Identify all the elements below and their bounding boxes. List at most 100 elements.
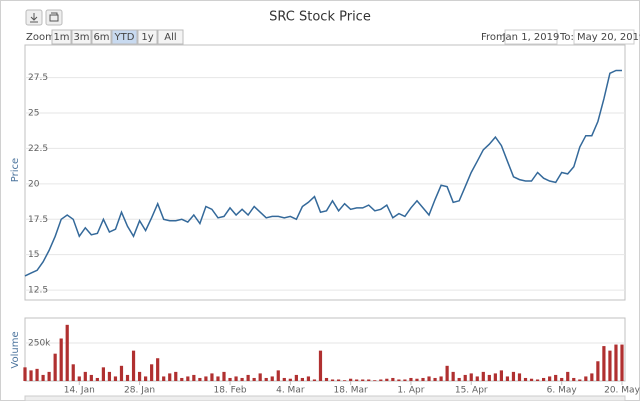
volume-bar [156, 358, 160, 381]
zoom-button[interactable] [137, 29, 158, 45]
volume-bar [596, 361, 600, 381]
volume-bar [137, 371, 142, 381]
volume-bar [186, 376, 190, 381]
volume-bar [499, 370, 503, 381]
volume-bar [475, 376, 479, 381]
volume-bar [535, 379, 540, 381]
volume-bar [294, 374, 298, 381]
print-button[interactable] [45, 9, 63, 26]
volume-bar [101, 367, 105, 381]
volume-bar [83, 371, 87, 381]
zoom-button[interactable] [51, 29, 72, 45]
volume-bar [288, 378, 292, 381]
from-date: Jan 1, 2019 [502, 32, 560, 43]
volume-bar [252, 377, 256, 381]
volume-bar [439, 376, 443, 381]
volume-bar [41, 374, 45, 381]
x-tick-label: 6. May [547, 386, 578, 396]
volume-bar [113, 376, 118, 381]
to-input[interactable] [573, 29, 635, 45]
volume-axis-title: Volume [10, 331, 21, 368]
volume-bar [421, 377, 425, 381]
zoom-button[interactable] [71, 29, 92, 45]
volume-bar [457, 377, 461, 381]
volume-bar [312, 379, 317, 381]
volume-bar [391, 377, 395, 381]
volume-bar [204, 376, 208, 381]
zoom-button-label: 1m [53, 32, 69, 43]
y-tick-label: 250k [28, 339, 51, 349]
volume-bar [517, 373, 522, 381]
volume-bar [324, 377, 329, 381]
volume-bar [542, 377, 546, 381]
zoom-buttons: 1m 3m 6m YTD 1y All [51, 29, 184, 45]
zoom-button-label: 6m [93, 32, 109, 43]
volume-bar [523, 377, 528, 381]
volume-bar [602, 346, 606, 381]
volume-bar [493, 373, 497, 381]
volume-bar [355, 379, 359, 381]
volume-bar [131, 350, 136, 381]
volume-bar [300, 377, 304, 381]
y-tick-label: 27.5 [28, 73, 48, 83]
volume-bar [578, 379, 582, 381]
volume-bar [403, 379, 407, 381]
volume-bar [210, 373, 214, 381]
x-tick-label: 4. Mar [276, 386, 305, 396]
volume-bar [409, 377, 413, 381]
x-tick-label: 1. Apr [397, 386, 424, 396]
volume-bar [445, 365, 449, 381]
price-line [24, 69, 622, 277]
volume-bar [198, 377, 202, 381]
x-tick-label: 18. Feb [213, 386, 246, 396]
y-tick-label: 12.5 [28, 286, 48, 296]
volume-bar [548, 376, 552, 381]
volume-bar [336, 379, 341, 381]
volume-bar [162, 376, 166, 381]
volume-bar [554, 374, 558, 381]
volume-bar [222, 371, 226, 381]
volume-bar [246, 374, 250, 381]
volume-bar [469, 373, 473, 381]
zoom-button[interactable] [91, 29, 112, 45]
volume-bar [168, 373, 172, 381]
volume-bar [264, 377, 268, 381]
zoom-button[interactable] [111, 29, 138, 45]
print-icon [49, 12, 59, 22]
zoom-label: Zoom [26, 32, 55, 43]
volume-bar [590, 373, 594, 381]
y-tick-label: 25 [28, 109, 39, 119]
volume-bar [373, 380, 377, 381]
y-tick-label: 15 [28, 250, 39, 260]
x-tick-label: 20. May [604, 386, 640, 396]
volume-bar [481, 371, 485, 381]
price-axis-title: Price [10, 158, 21, 182]
download-icon [30, 13, 38, 23]
volume-bar [282, 377, 286, 381]
zoom-button[interactable] [157, 29, 184, 45]
y-tick-label: 20 [28, 179, 40, 189]
volume-bar [77, 376, 81, 381]
volume-bar [23, 367, 27, 381]
x-tick-label: 14. Jan [64, 386, 95, 396]
volume-bar [361, 379, 365, 381]
volume-bar [71, 364, 75, 381]
from-label: From: [481, 32, 509, 43]
zoom-button-label: YTD [114, 32, 135, 43]
chart-title: SRC Stock Price [269, 10, 371, 25]
volume-bar [330, 379, 335, 381]
volume-bar [608, 350, 612, 381]
volume-bar [53, 353, 57, 381]
volume-bar [150, 364, 154, 381]
volume-bar [318, 350, 323, 381]
navigator[interactable] [24, 395, 626, 401]
zoom-button-label: 3m [73, 32, 89, 43]
volume-bar [397, 379, 401, 381]
volume-bar [306, 376, 311, 381]
volume-bar [379, 379, 383, 381]
volume-bar [234, 376, 238, 381]
export-buttons[interactable] [25, 9, 63, 26]
volume-bar [270, 376, 274, 381]
from-input[interactable] [504, 29, 558, 45]
